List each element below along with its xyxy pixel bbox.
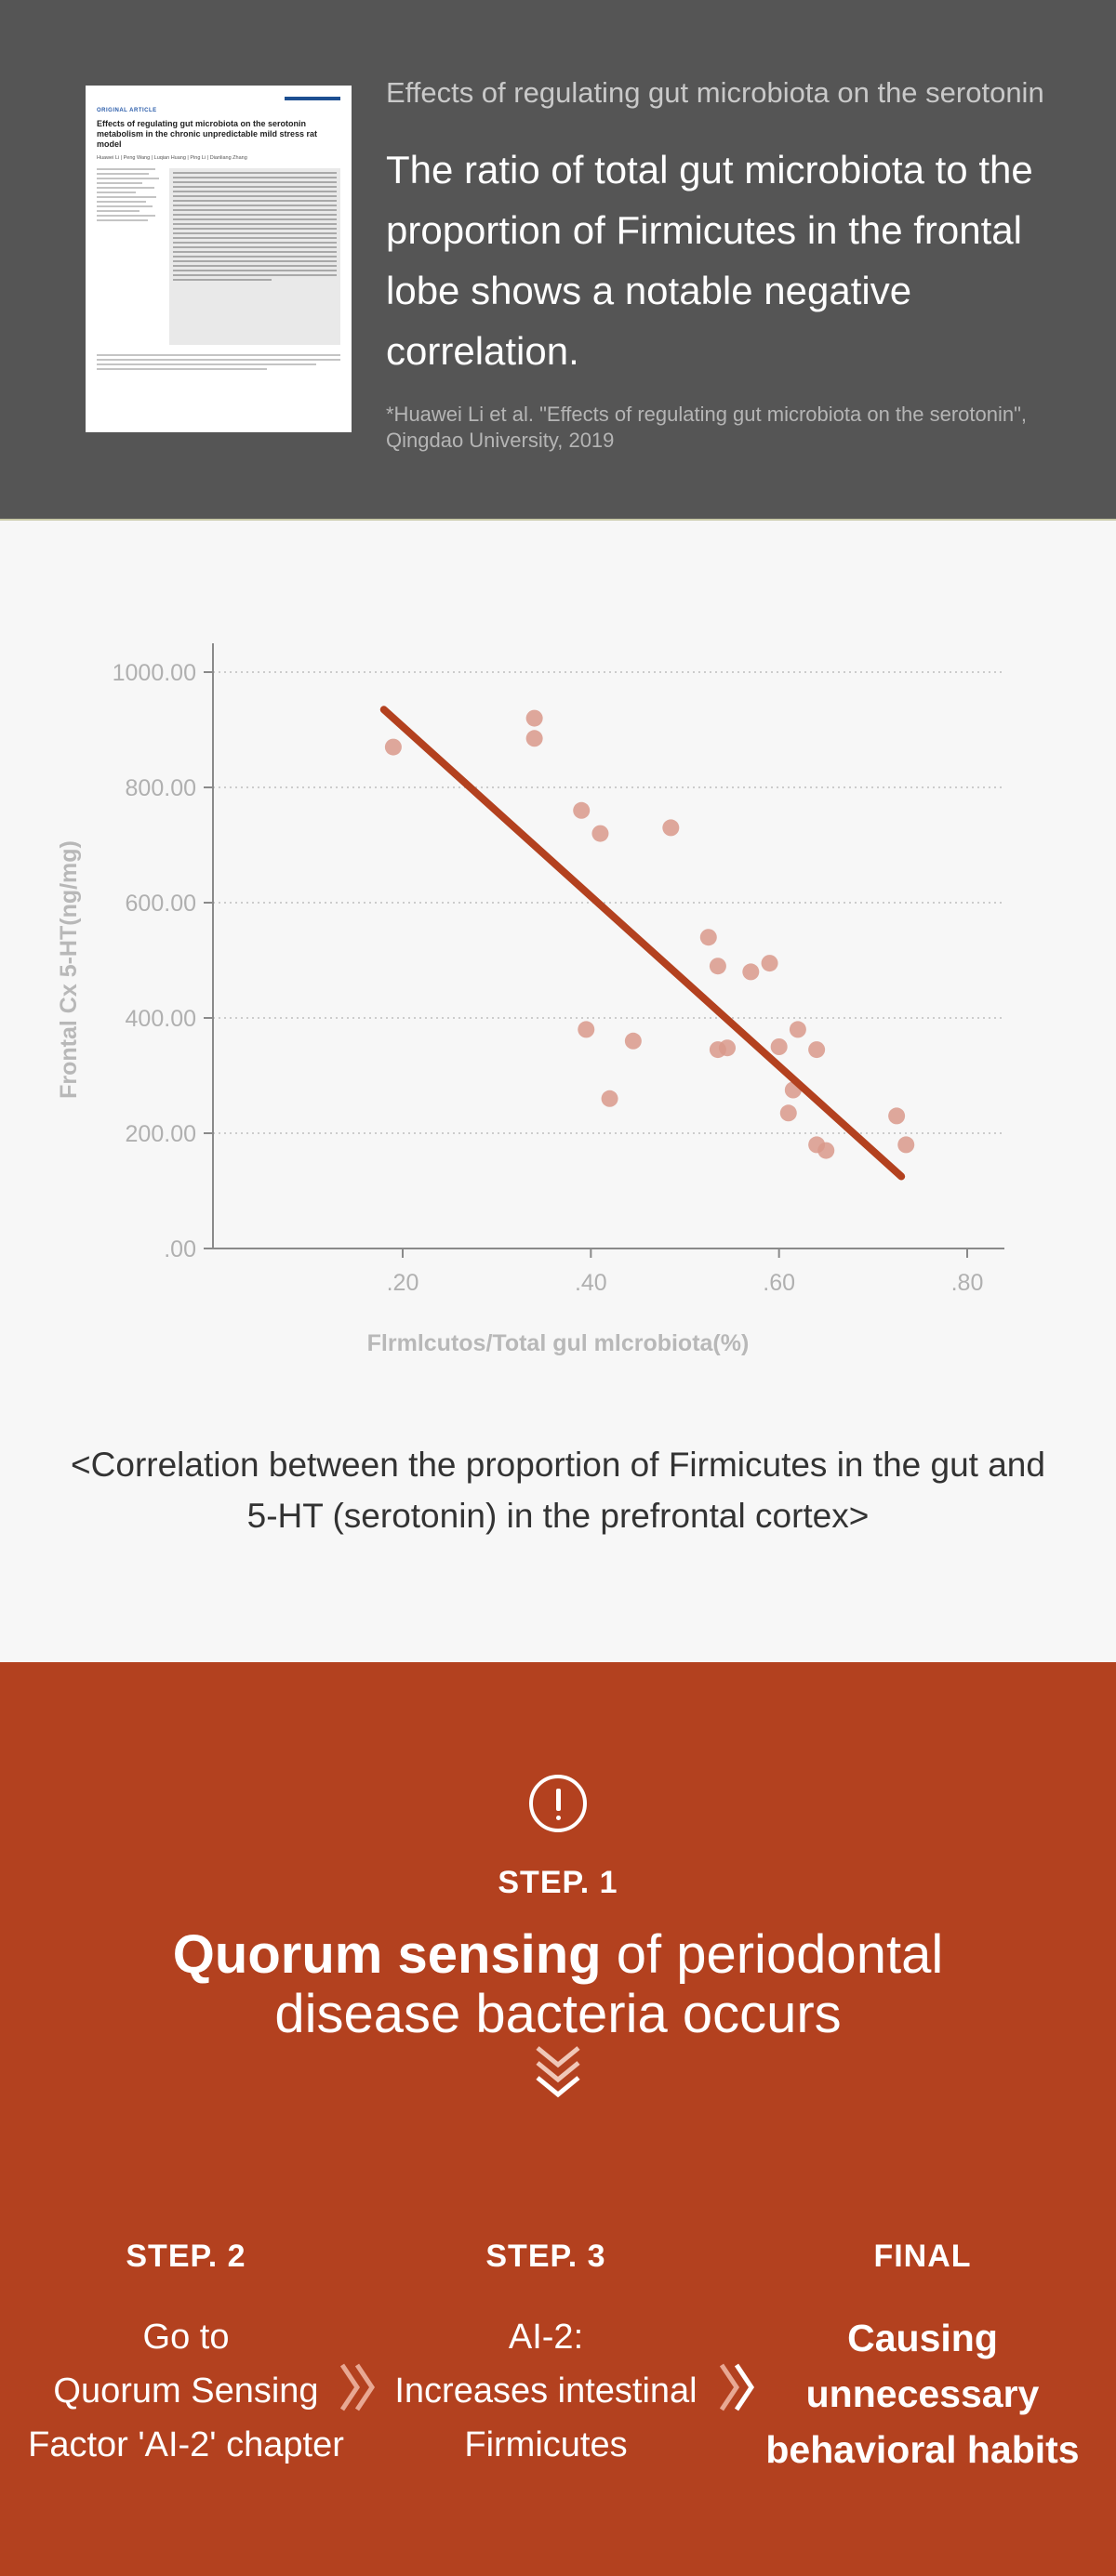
header-title: The ratio of total gut microbiota to the… [386,148,1033,373]
chart-caption: <Correlation between the proportion of F… [71,1446,1045,1535]
step2-line3: Factor 'AI-2' chapter [28,2425,344,2464]
data-point [779,1104,797,1122]
publisher-logo [285,97,340,100]
paper-thumbnail-label: ORIGINAL ARTICLE [97,108,157,113]
step3-line1: AI-2: [508,2318,584,2357]
step1-bold-text: Quorum sensing [172,1924,602,1985]
data-point [888,1107,906,1125]
final-line3: behavioral habits [765,2428,1080,2471]
data-point [789,1021,806,1038]
data-point [699,929,717,946]
data-point [761,955,778,972]
paper-thumbnail-authors: Huawei Li | Peng Wang | Luqian Huang | P… [97,155,247,161]
step3-line3: Firmicutes [464,2425,628,2464]
y-tick-label: 600.00 [126,891,196,917]
step1-rest-text: of periodontal disease bacteria occurs [274,1924,944,2044]
data-point [624,1032,642,1050]
chart-section: .00 200.00 400.00 600.00 800.00 1000.00 .20 .40… [0,522,1116,1662]
data-point [525,730,543,747]
y-axis-label: Frontal Cx 5-HT(ng/mg) [56,840,82,1099]
data-point [525,709,543,727]
final-line1: Causing [847,2317,998,2359]
x-axis-label: Flrmlcutos/Total gul mlcrobiota(%) [367,1330,750,1356]
data-point [709,958,726,975]
y-tick-label: 200.00 [126,1121,196,1147]
y-tick-label: 1000.00 [113,660,196,686]
double-chevron-down-icon [536,2046,580,2098]
step2-label: STEP. 2 [126,2239,246,2274]
data-point [719,1039,737,1057]
data-point [770,1038,788,1055]
double-chevron-right-icon [719,2363,755,2411]
data-point [578,1021,595,1038]
y-tick-label: 800.00 [126,775,196,801]
final-column[interactable]: FINAL Causing unnecessary behavioral hab… [755,2239,1090,2477]
header-subtitle: Effects of regulating gut microbiota on … [386,76,1044,109]
steps-section: STEP. 1 Quorum sensing of periodontal di… [0,1662,1116,2576]
final-line2: unnecessary [805,2372,1040,2415]
x-tick-label: .40 [575,1270,607,1296]
data-point [662,819,680,837]
step1-label: STEP. 1 [498,1865,618,1900]
data-point [573,801,591,819]
data-point [808,1041,826,1059]
step2-line1: Go to [142,2318,230,2357]
step3-line2: Increases intestinal [394,2371,698,2411]
x-tick-label: .20 [387,1270,419,1296]
x-tick-label: .60 [763,1270,795,1296]
y-tick-label: .00 [164,1236,196,1262]
scatter-chart: .00 200.00 400.00 600.00 800.00 1000.00 .20 .40… [56,643,1004,1356]
final-label: FINAL [873,2239,972,2274]
step2-column[interactable]: STEP. 2 Go to Quorum Sensing Factor 'AI-… [19,2239,353,2472]
step3-label: STEP. 3 [485,2239,606,2274]
data-point [897,1136,915,1154]
paper-thumbnail[interactable]: ORIGINAL ARTICLE Effects of regulating g… [86,86,352,432]
paper-thumbnail-body [97,168,340,345]
double-chevron-right-icon [339,2363,376,2411]
y-tick-label: 400.00 [126,1006,196,1032]
data-point [601,1090,618,1107]
step3-column[interactable]: STEP. 3 AI-2: Increases intestinal Firmi… [379,2239,713,2472]
paper-thumbnail-title: Effects of regulating gut microbiota on … [97,119,318,149]
step2-line2: Quorum Sensing [53,2371,319,2411]
data-point [817,1142,835,1159]
exclamation-icon [529,1775,587,1832]
data-point [384,738,402,756]
data-point [742,963,760,981]
x-tick-label: .80 [951,1270,984,1296]
header-section: ORIGINAL ARTICLE Effects of regulating g… [0,0,1116,521]
trend-line [379,706,906,1181]
data-point [591,825,609,842]
header-citation: *Huawei Li et al. "Effects of regulating… [386,403,1028,452]
step1-text: Quorum sensing of periodontal disease ba… [93,1925,1023,2044]
